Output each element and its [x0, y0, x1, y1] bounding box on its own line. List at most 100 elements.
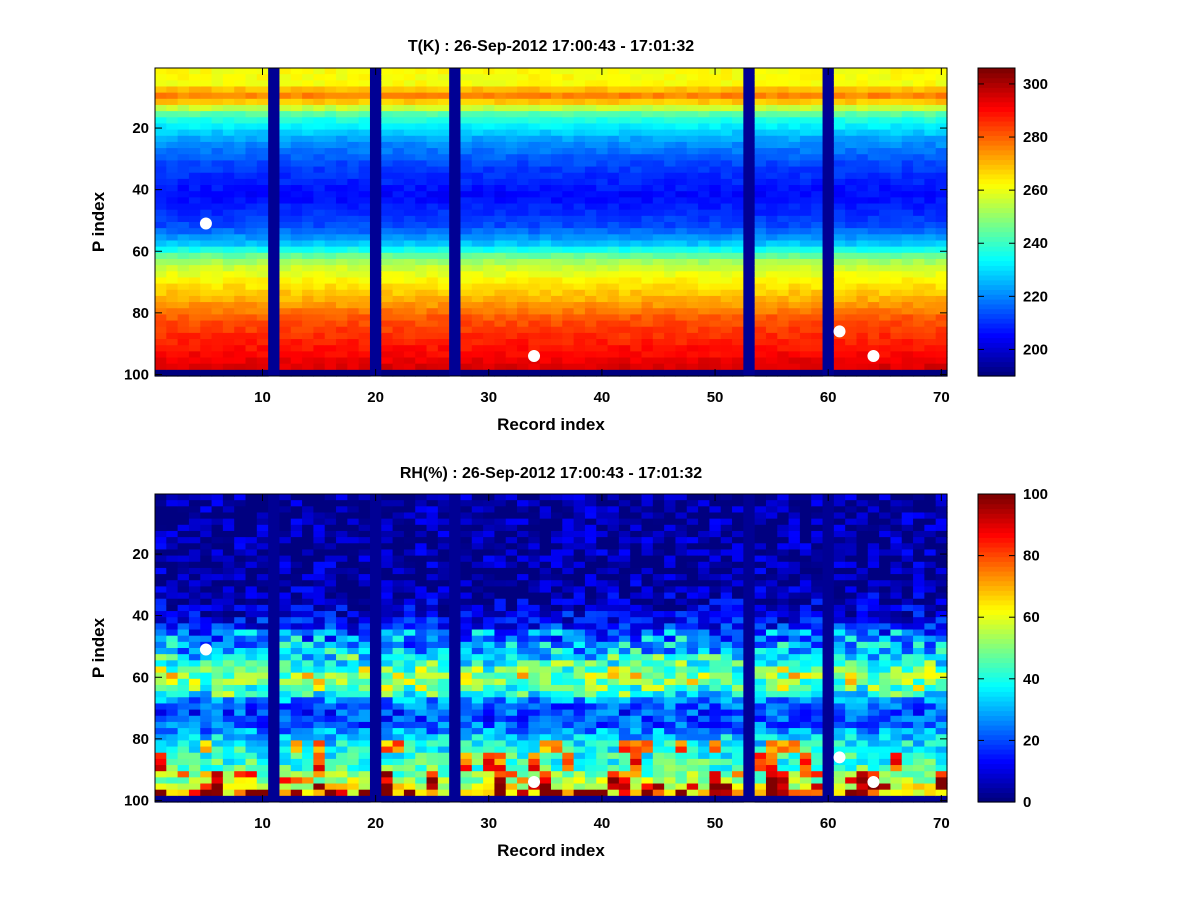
- heatmap-cell: [166, 684, 179, 692]
- heatmap-cell: [211, 148, 224, 155]
- heatmap-cell: [415, 592, 428, 600]
- heatmap-cell: [720, 302, 733, 309]
- heatmap-cell: [901, 252, 914, 260]
- heatmap-cell: [415, 691, 428, 698]
- heatmap-cell: [437, 123, 450, 131]
- heatmap-cell: [381, 771, 394, 778]
- heatmap-cell: [415, 543, 428, 551]
- heatmap-cell: [935, 246, 948, 254]
- heatmap-cell: [539, 185, 552, 192]
- heatmap-cell: [720, 68, 733, 75]
- heatmap-cell: [641, 277, 654, 285]
- heatmap-cell: [222, 494, 235, 501]
- heatmap-cell: [913, 240, 925, 248]
- heatmap-cell: [675, 332, 688, 340]
- heatmap-cell: [754, 129, 767, 137]
- colorbar-swatch: [978, 202, 1015, 209]
- heatmap-column: [483, 494, 496, 803]
- heatmap-cell: [403, 332, 416, 340]
- heatmap-cell: [709, 277, 722, 285]
- heatmap-cell: [505, 715, 518, 723]
- heatmap-cell: [494, 74, 507, 81]
- heatmap-cell: [698, 228, 710, 235]
- heatmap-cell: [924, 240, 937, 248]
- heatmap-cell: [155, 611, 167, 618]
- heatmap-cell: [166, 728, 179, 735]
- heatmap-cell: [664, 111, 677, 118]
- heatmap-cell: [483, 666, 496, 674]
- heatmap-cell: [732, 117, 744, 125]
- heatmap-cell: [245, 185, 258, 192]
- heatmap-cell: [460, 684, 473, 692]
- heatmap-cell: [539, 345, 552, 352]
- heatmap-cell: [437, 351, 450, 359]
- heatmap-cell: [528, 148, 541, 155]
- heatmap-cell: [347, 332, 360, 340]
- heatmap-cell: [494, 721, 507, 729]
- heatmap-column: [302, 494, 314, 803]
- heatmap-cell: [211, 357, 224, 365]
- heatmap-cell: [155, 92, 167, 100]
- heatmap-cell: [551, 215, 563, 223]
- heatmap-cell: [505, 697, 518, 705]
- heatmap-cell: [415, 703, 428, 711]
- heatmap-cell: [290, 777, 303, 785]
- heatmap-cell: [358, 271, 371, 279]
- heatmap-cell: [256, 629, 269, 637]
- heatmap-cell: [528, 117, 541, 125]
- heatmap-cell: [517, 357, 529, 365]
- heatmap-cell: [347, 500, 360, 507]
- heatmap-cell: [155, 283, 167, 291]
- heatmap-cell: [234, 703, 247, 711]
- heatmap-cell: [562, 228, 575, 235]
- heatmap-cell: [188, 357, 201, 365]
- heatmap-cell: [720, 129, 733, 137]
- heatmap-cell: [505, 746, 518, 754]
- heatmap-cell: [302, 74, 314, 81]
- heatmap-cell: [788, 320, 801, 328]
- heatmap-cell: [607, 166, 620, 174]
- heatmap-cell: [517, 302, 529, 309]
- heatmap-cell: [811, 283, 824, 291]
- heatmap-cell: [313, 68, 326, 75]
- heatmap-cell: [336, 660, 348, 668]
- heatmap-cell: [234, 271, 247, 279]
- heatmap-cell: [302, 611, 314, 618]
- heatmap-cell: [811, 68, 824, 75]
- heatmap-cell: [358, 660, 371, 668]
- heatmap-cell: [222, 283, 235, 291]
- heatmap-cell: [845, 111, 858, 118]
- heatmap-cell: [256, 783, 269, 791]
- heatmap-cell: [494, 715, 507, 723]
- heatmap-cell: [415, 512, 428, 520]
- heatmap-cell: [460, 709, 473, 717]
- heatmap-cell: [403, 166, 416, 174]
- heatmap-cell: [709, 320, 722, 328]
- heatmap-cell: [799, 111, 812, 118]
- heatmap-cell: [528, 178, 541, 186]
- heatmap-cell: [245, 148, 258, 155]
- heatmap-cell: [358, 641, 371, 649]
- heatmap-cell: [313, 185, 326, 192]
- heatmap-cell: [347, 672, 360, 680]
- heatmap-cell: [675, 92, 688, 100]
- heatmap-cell: [471, 265, 484, 272]
- heatmap-cell: [426, 80, 439, 88]
- heatmap-cell: [392, 351, 405, 359]
- heatmap-cell: [607, 98, 620, 106]
- heatmap-cell: [347, 357, 360, 365]
- heatmap-cell: [403, 715, 416, 723]
- heatmap-cell: [879, 258, 892, 266]
- heatmap-column: [279, 68, 292, 377]
- heatmap-cell: [177, 314, 190, 322]
- heatmap-cell: [856, 117, 869, 125]
- heatmap-cell: [415, 129, 428, 137]
- heatmap-cell: [324, 154, 337, 161]
- heatmap-cell: [302, 691, 314, 698]
- heatmap-cell: [155, 561, 167, 569]
- heatmap-cell: [324, 715, 337, 723]
- heatmap-cell: [788, 351, 801, 359]
- heatmap-cell: [336, 271, 348, 279]
- heatmap-cell: [336, 555, 348, 563]
- heatmap-cell: [562, 314, 575, 322]
